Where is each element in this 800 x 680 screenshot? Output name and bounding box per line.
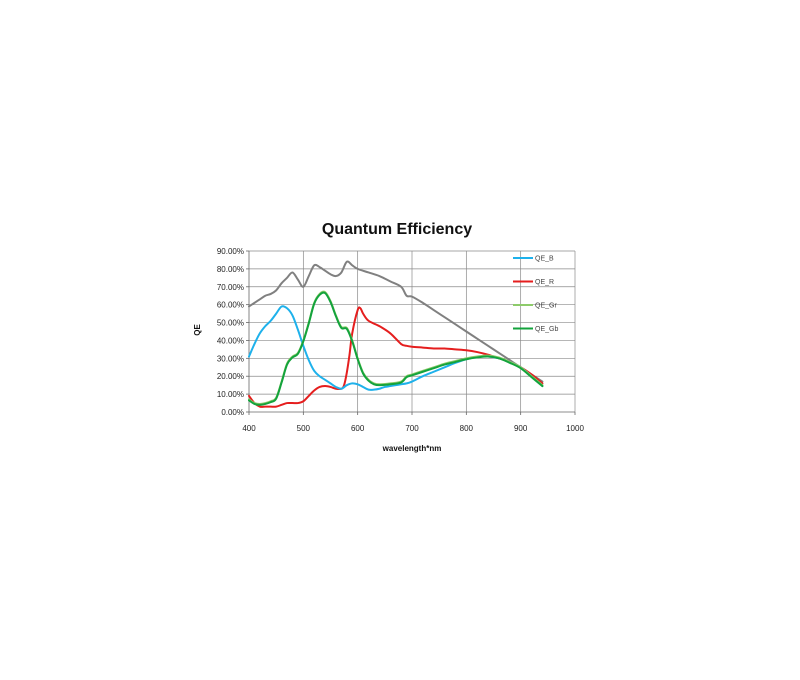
y-tick-label: 90.00%: [217, 247, 244, 256]
x-tick-label: 1000: [566, 424, 584, 433]
x-axis-title: wavelength*nm: [382, 444, 442, 453]
y-tick-label: 40.00%: [217, 336, 244, 345]
y-tick-label: 20.00%: [217, 372, 244, 381]
y-tick-label: 0.00%: [221, 408, 244, 417]
y-tick-label: 50.00%: [217, 319, 244, 328]
x-tick-label: 400: [242, 424, 256, 433]
x-tick-label: 500: [297, 424, 311, 433]
series-line-qe-gr: [248, 290, 544, 405]
y-tick-label: 80.00%: [217, 265, 244, 274]
plot-area: 0.00% 10.00% 20.00% 30.00% 40.00% 50.00% 60.00…: [217, 247, 585, 433]
x-tick-label: 900: [514, 424, 528, 433]
x-tick-label: 800: [460, 424, 474, 433]
series-line-qe-gb: [248, 291, 544, 406]
chart-title: Quantum Efficiency: [322, 221, 472, 238]
y-tick-label: 60.00%: [217, 301, 244, 310]
series-line-total: [248, 260, 544, 383]
legend: QE_B QE_R QE_Gr QE_Gb: [513, 256, 558, 333]
y-tick-label: 70.00%: [217, 283, 244, 292]
legend-label-qe-b: QE_B: [535, 256, 554, 263]
x-tick-label: 700: [405, 424, 419, 433]
series-line-qe-b: [248, 305, 544, 391]
x-tick-label: 600: [351, 424, 365, 433]
series-line-qe-r: [248, 306, 544, 408]
legend-label-qe-gb: QE_Gb: [535, 326, 558, 333]
y-tick-label: 10.00%: [217, 390, 244, 399]
y-axis-title: QE: [193, 324, 202, 336]
y-tick-label: 30.00%: [217, 354, 244, 363]
legend-label-qe-gr: QE_Gr: [535, 303, 557, 310]
legend-label-qe-r: QE_R: [535, 279, 554, 286]
